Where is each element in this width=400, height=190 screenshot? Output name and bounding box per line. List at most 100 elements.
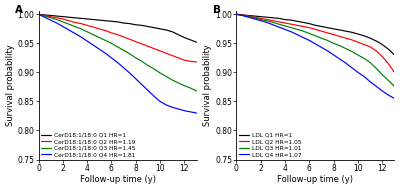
CerD18:1/18:0 Q2 HR=1.19 [103,29,108,32]
LDL Q1 HR=1 [301,21,306,24]
CerD18:1/18:0 Q3 HR=1.45 [109,42,114,44]
LDL Q1 HR=1 [392,54,397,56]
LDL Q2 HR=1.05 [337,35,342,37]
LDL Q2 HR=1.05 [301,25,306,28]
LDL Q1 HR=1 [283,18,288,21]
CerD18:1/18:0 Q2 HR=1.19 [121,36,126,38]
Line: LDL Q3 HR=1.01: LDL Q3 HR=1.01 [236,14,394,86]
LDL Q2 HR=1.05 [386,63,391,65]
LDL Q3 HR=1.01 [307,32,312,35]
Line: CerD18:1/18:0 Q2 HR=1.19: CerD18:1/18:0 Q2 HR=1.19 [38,14,196,62]
CerD18:1/18:0 Q2 HR=1.19 [79,22,84,25]
LDL Q1 HR=1 [386,48,391,50]
LDL Q2 HR=1.05 [356,41,360,43]
LDL Q4 HR=1.07 [307,39,312,42]
LDL Q2 HR=1.05 [252,16,257,18]
LDL Q2 HR=1.05 [392,71,397,74]
LDL Q4 HR=1.07 [295,33,300,36]
LDL Q4 HR=1.07 [264,21,269,24]
CerD18:1/18:0 Q1 HR=1 [72,17,77,19]
LDL Q3 HR=1.01 [337,44,342,47]
LDL Q2 HR=1.05 [270,20,275,22]
LDL Q3 HR=1.01 [374,67,379,70]
CerD18:1/18:0 Q4 HR=1.81 [182,110,187,112]
CerD18:1/18:0 Q3 HR=1.45 [42,15,47,17]
LDL Q1 HR=1 [331,28,336,30]
LDL Q2 HR=1.05 [234,13,239,15]
LDL Q2 HR=1.05 [380,55,385,58]
LDL Q3 HR=1.01 [301,30,306,32]
CerD18:1/18:0 Q3 HR=1.45 [152,68,156,70]
LDL Q4 HR=1.07 [344,62,348,64]
CerD18:1/18:0 Q1 HR=1 [194,41,199,43]
CerD18:1/18:0 Q4 HR=1.81 [91,44,96,46]
CerD18:1/18:0 Q3 HR=1.45 [72,25,77,28]
CerD18:1/18:0 Q1 HR=1 [97,19,102,21]
CerD18:1/18:0 Q2 HR=1.19 [140,43,144,45]
LDL Q1 HR=1 [362,35,366,37]
Line: LDL Q2 HR=1.05: LDL Q2 HR=1.05 [236,14,394,72]
CerD18:1/18:0 Q4 HR=1.81 [115,61,120,64]
CerD18:1/18:0 Q2 HR=1.19 [170,54,175,57]
CerD18:1/18:0 Q4 HR=1.81 [97,48,102,50]
LDL Q1 HR=1 [368,37,372,39]
LDL Q3 HR=1.01 [313,35,318,37]
Line: CerD18:1/18:0 Q3 HR=1.45: CerD18:1/18:0 Q3 HR=1.45 [38,14,196,91]
CerD18:1/18:0 Q1 HR=1 [60,16,65,18]
CerD18:1/18:0 Q4 HR=1.81 [140,83,144,86]
LDL Q2 HR=1.05 [313,28,318,31]
Line: LDL Q1 HR=1: LDL Q1 HR=1 [236,14,394,55]
LDL Q4 HR=1.07 [252,18,257,20]
CerD18:1/18:0 Q4 HR=1.81 [158,100,162,103]
CerD18:1/18:0 Q1 HR=1 [115,21,120,23]
Legend: CerD18:1/18:0 Q1 HR=1, CerD18:1/18:0 Q2 HR=1.19, CerD18:1/18:0 Q3 HR=1.45, CerD1: CerD18:1/18:0 Q1 HR=1, CerD18:1/18:0 Q2 … [40,132,136,158]
CerD18:1/18:0 Q2 HR=1.19 [115,33,120,36]
X-axis label: Follow-up time (y): Follow-up time (y) [80,175,156,184]
CerD18:1/18:0 Q4 HR=1.81 [194,112,199,114]
LDL Q1 HR=1 [276,17,281,20]
CerD18:1/18:0 Q1 HR=1 [170,31,175,33]
LDL Q4 HR=1.07 [276,26,281,28]
LDL Q1 HR=1 [295,20,300,22]
LDL Q2 HR=1.05 [240,14,245,16]
LDL Q4 HR=1.07 [350,67,354,69]
CerD18:1/18:0 Q1 HR=1 [182,36,187,39]
LDL Q2 HR=1.05 [246,15,251,17]
LDL Q1 HR=1 [380,43,385,46]
LDL Q4 HR=1.07 [246,16,251,18]
CerD18:1/18:0 Q3 HR=1.45 [66,23,71,25]
CerD18:1/18:0 Q1 HR=1 [133,24,138,26]
LDL Q3 HR=1.01 [283,25,288,27]
CerD18:1/18:0 Q4 HR=1.81 [121,67,126,69]
CerD18:1/18:0 Q2 HR=1.19 [152,48,156,50]
CerD18:1/18:0 Q1 HR=1 [36,13,41,15]
LDL Q2 HR=1.05 [258,17,263,20]
LDL Q4 HR=1.07 [374,85,379,87]
CerD18:1/18:0 Q2 HR=1.19 [42,14,47,17]
LDL Q3 HR=1.01 [325,39,330,42]
LDL Q4 HR=1.07 [362,75,366,78]
CerD18:1/18:0 Q3 HR=1.45 [85,31,90,33]
LDL Q1 HR=1 [252,15,257,17]
LDL Q1 HR=1 [258,16,263,18]
CerD18:1/18:0 Q1 HR=1 [79,17,84,20]
LDL Q3 HR=1.01 [246,16,251,18]
CerD18:1/18:0 Q4 HR=1.81 [85,40,90,42]
CerD18:1/18:0 Q3 HR=1.45 [194,90,199,92]
CerD18:1/18:0 Q1 HR=1 [66,16,71,18]
LDL Q4 HR=1.07 [325,50,330,52]
LDL Q4 HR=1.07 [270,24,275,26]
Y-axis label: Survival probability: Survival probability [6,45,14,126]
LDL Q1 HR=1 [307,22,312,25]
CerD18:1/18:0 Q2 HR=1.19 [36,13,41,15]
CerD18:1/18:0 Q3 HR=1.45 [97,36,102,39]
CerD18:1/18:0 Q1 HR=1 [91,18,96,21]
Text: B: B [213,6,221,15]
LDL Q3 HR=1.01 [240,14,245,17]
CerD18:1/18:0 Q3 HR=1.45 [36,13,41,15]
CerD18:1/18:0 Q3 HR=1.45 [79,28,84,30]
CerD18:1/18:0 Q2 HR=1.19 [66,20,71,22]
LDL Q4 HR=1.07 [258,20,263,22]
CerD18:1/18:0 Q2 HR=1.19 [85,24,90,26]
LDL Q1 HR=1 [374,40,379,42]
